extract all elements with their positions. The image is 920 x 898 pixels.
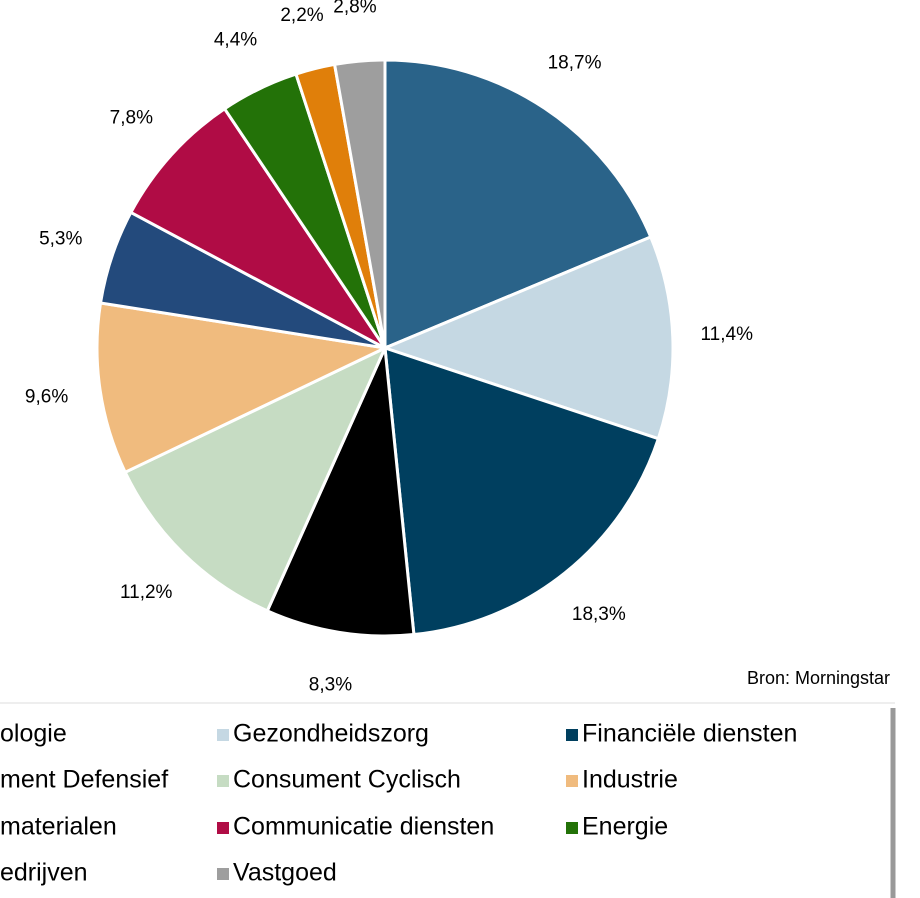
legend-label: Industrie <box>582 766 678 794</box>
legend-swatch <box>217 822 229 834</box>
legend-label: Gezondheidszorg <box>233 720 429 748</box>
legend-swatch <box>566 775 578 787</box>
legend-swatch <box>217 868 229 880</box>
data-label: 9,6% <box>25 386 68 407</box>
pie-slice <box>265 342 416 638</box>
data-label: 2,2% <box>280 5 323 26</box>
legend-label: Financiële diensten <box>582 720 797 748</box>
data-label: 18,3% <box>572 604 626 625</box>
legend-label: edrijven <box>0 859 88 887</box>
data-label: 4,4% <box>214 29 257 50</box>
data-label: 5,3% <box>39 228 82 249</box>
data-label: 8,3% <box>309 675 352 696</box>
legend-label: Energie <box>582 813 668 841</box>
legend-label: Consument Cyclisch <box>233 766 461 794</box>
legend-label: Communicatie diensten <box>233 813 494 841</box>
legend-label: ment Defensief <box>0 766 168 794</box>
data-label: 11,2% <box>120 582 173 603</box>
legend-swatch <box>566 822 578 834</box>
data-label: 11,4% <box>701 324 754 345</box>
data-label: 18,7% <box>548 52 602 73</box>
pie-slice <box>383 58 653 351</box>
legend-swatch <box>566 729 578 741</box>
source-note: Bron: Morningstar <box>747 668 890 688</box>
pie-slice <box>123 344 389 613</box>
data-label: 7,8% <box>110 108 153 129</box>
legend-label: materialen <box>0 813 117 841</box>
pie-slice <box>95 301 390 475</box>
pie-slice <box>332 58 387 349</box>
legend-label: ologie <box>0 720 67 748</box>
data-label: 2,8% <box>333 0 376 17</box>
pie-slice <box>128 106 387 350</box>
pie-slice <box>383 345 661 637</box>
legend-label: Vastgoed <box>233 859 337 887</box>
legend-swatch <box>217 729 229 741</box>
legend-swatch <box>217 775 229 787</box>
pie-slice <box>380 234 675 441</box>
